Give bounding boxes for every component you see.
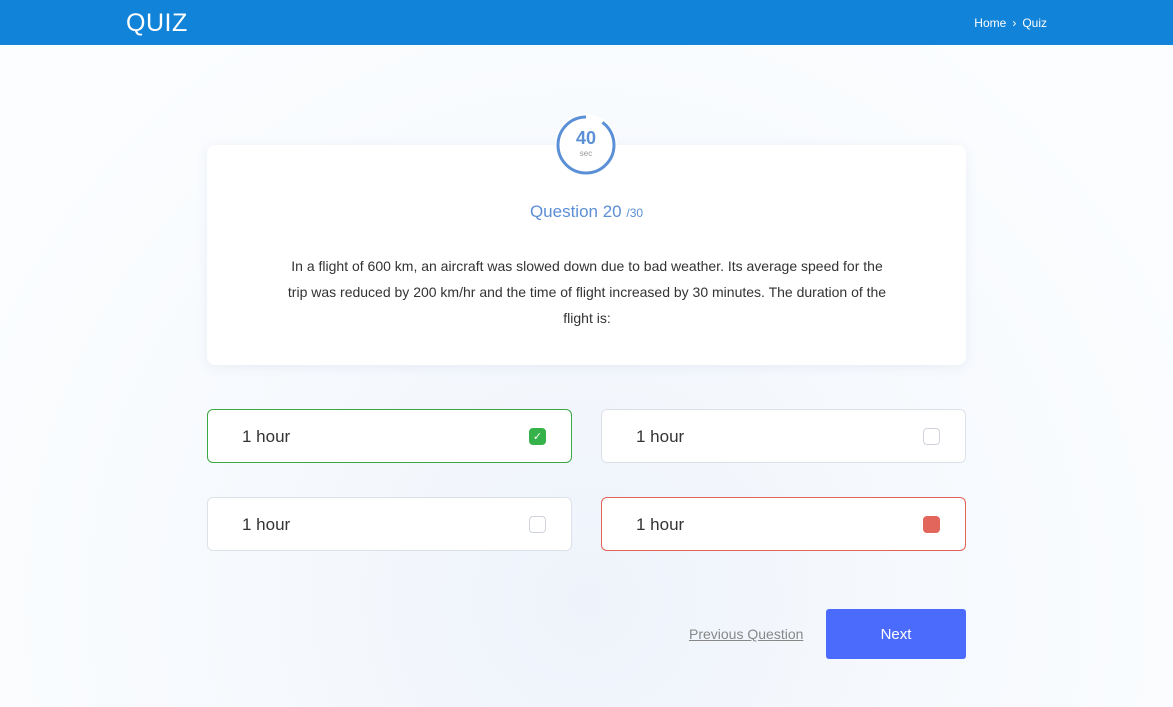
breadcrumb: Home › Quiz [974, 16, 1047, 30]
breadcrumb-home[interactable]: Home [974, 16, 1007, 30]
timer-unit: sec [579, 149, 593, 158]
chevron-right-icon: › [1012, 16, 1017, 30]
option-label: 1 hour [242, 515, 291, 534]
question-title: Question 20 /30 [207, 202, 966, 222]
question-card: Question 20 /30 In a flight of 600 km, a… [207, 145, 966, 365]
check-icon[interactable]: ✓ [529, 428, 546, 445]
next-button[interactable]: Next [826, 609, 966, 659]
logo[interactable]: QUIZ [126, 9, 188, 37]
question-number: Question 20 [529, 202, 622, 221]
option-2[interactable]: 1 hour [601, 409, 966, 463]
question-total: /30 [626, 206, 644, 220]
question-text: In a flight of 600 km, an aircraft was s… [287, 258, 887, 326]
timer-ring [556, 115, 616, 175]
option-label: 1 hour [242, 427, 291, 446]
option-4[interactable]: 1 hour [601, 497, 966, 551]
checkbox-icon[interactable] [529, 516, 546, 533]
previous-question-link[interactable]: Previous Question [689, 626, 804, 642]
option-label: 1 hour [636, 515, 685, 534]
top-bar: QUIZ Home › Quiz [0, 0, 1173, 45]
timer: 40 sec [555, 114, 617, 176]
wrong-mark-icon[interactable] [923, 516, 940, 533]
option-3[interactable]: 1 hour [207, 497, 572, 551]
timer-value: 40 [575, 128, 597, 148]
checkbox-icon[interactable] [923, 428, 940, 445]
breadcrumb-quiz: Quiz [1022, 16, 1047, 30]
option-1[interactable]: 1 hour ✓ [207, 409, 572, 463]
option-label: 1 hour [636, 427, 685, 446]
